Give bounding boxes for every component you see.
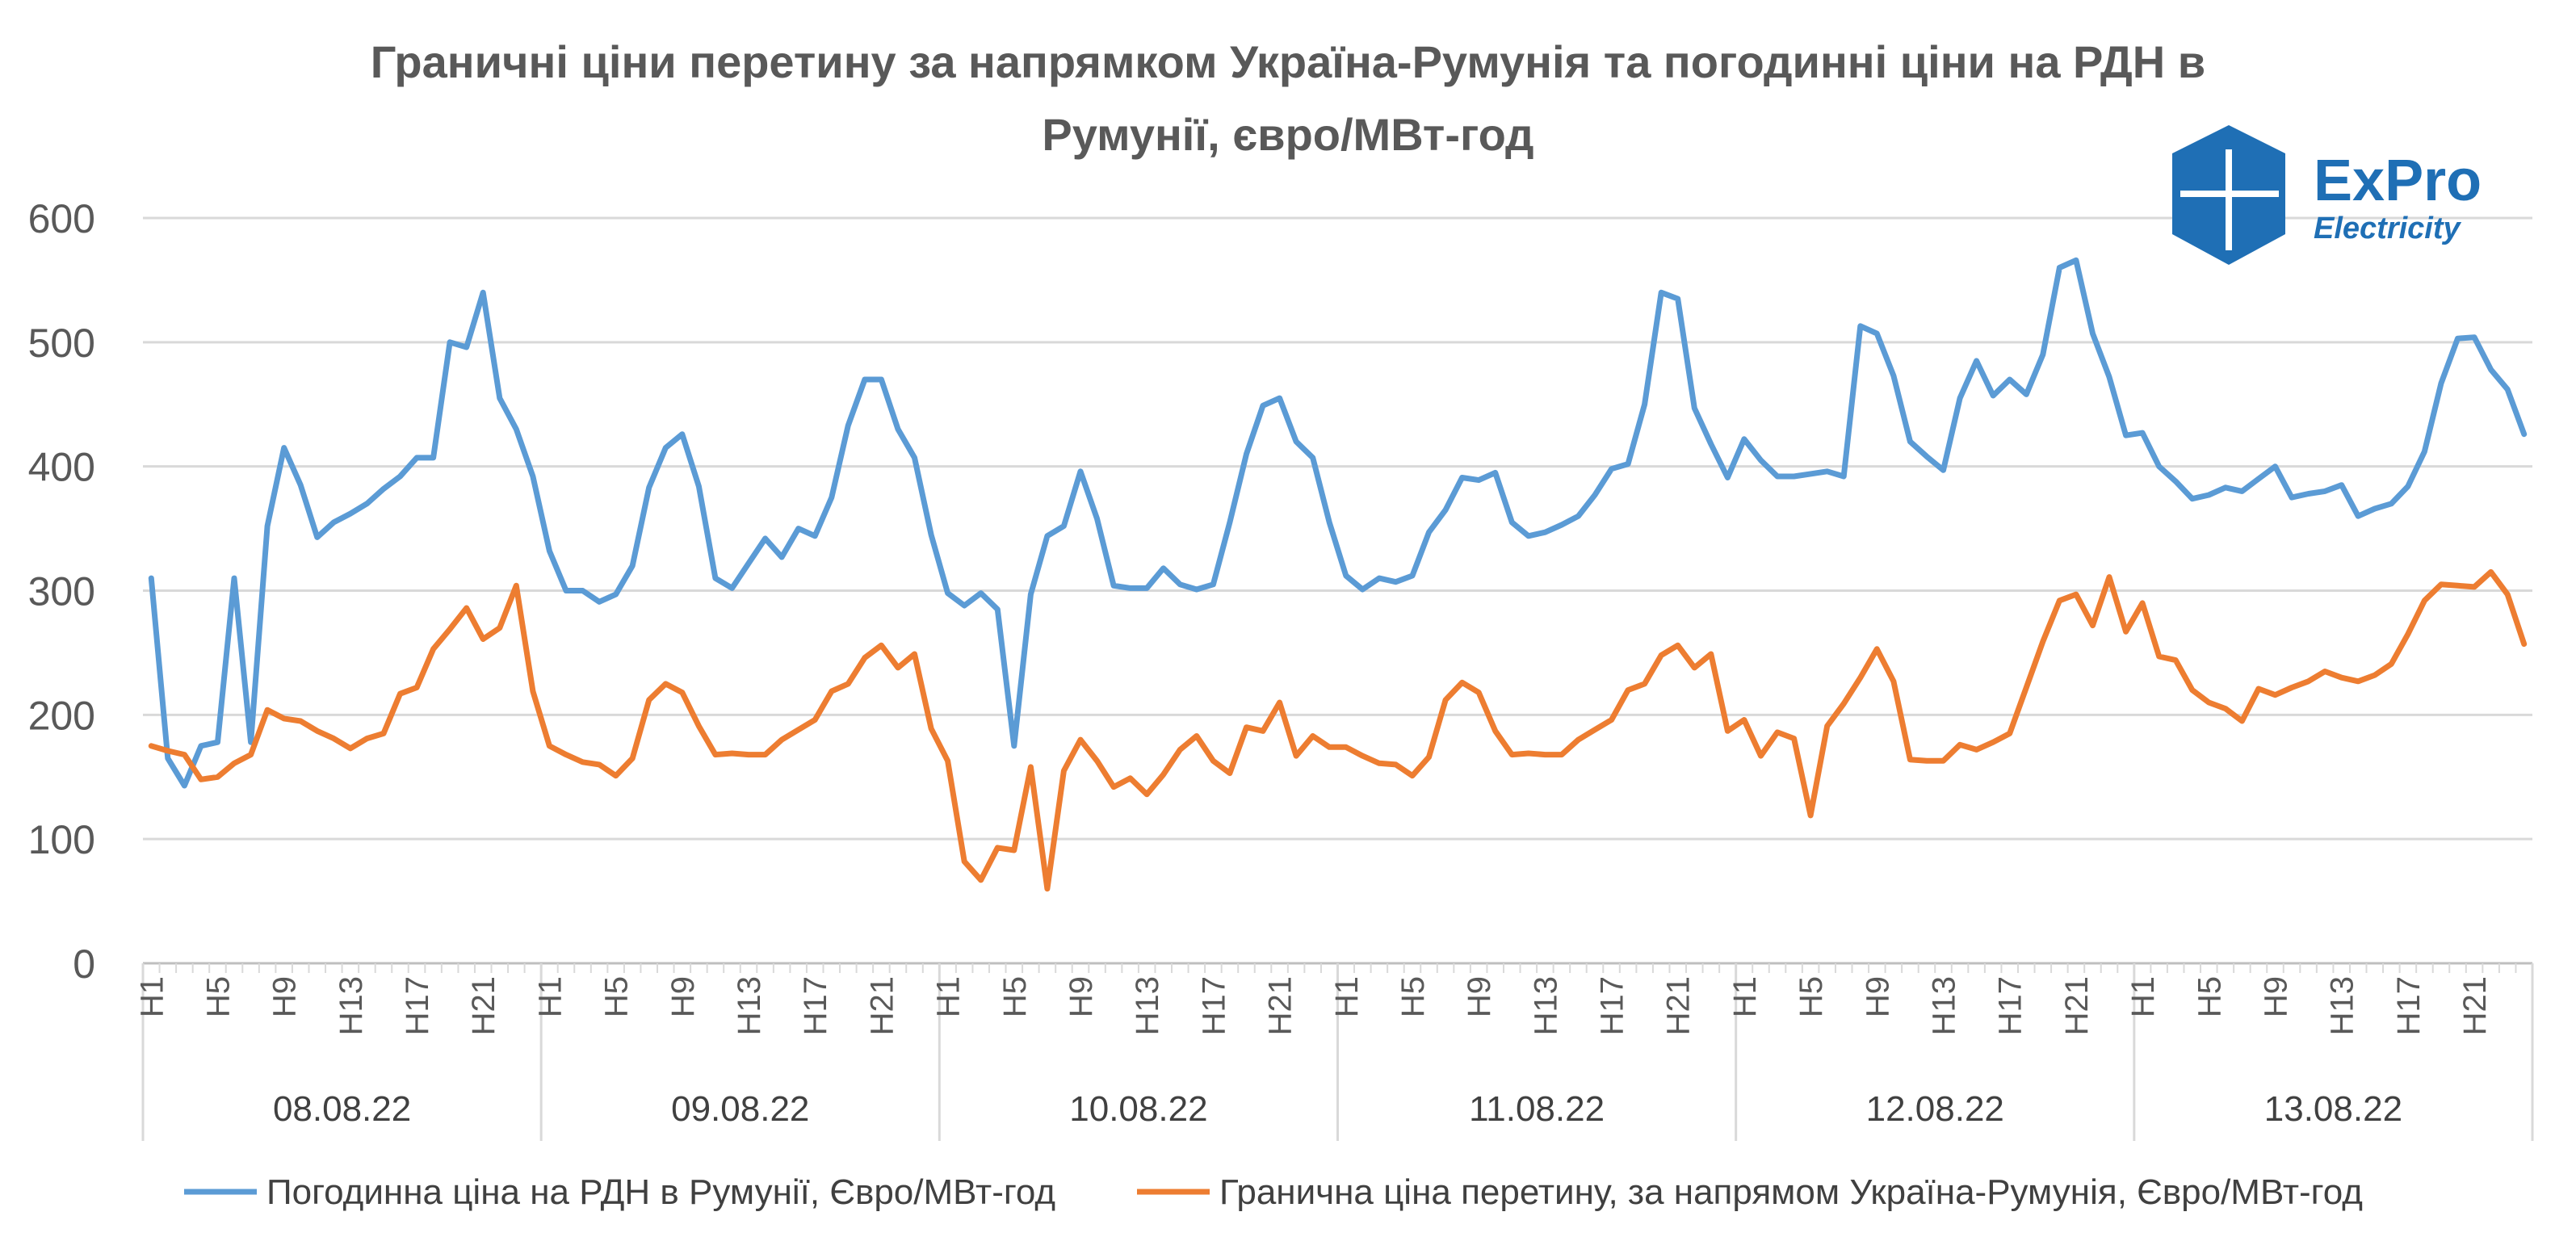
x-tick-label: H9 bbox=[665, 976, 701, 1017]
x-tick-label: H13 bbox=[1927, 976, 1962, 1035]
y-tick-label: 100 bbox=[28, 817, 95, 862]
x-tick-label: H21 bbox=[1263, 976, 1298, 1035]
x-tick-label: H5 bbox=[2192, 976, 2227, 1017]
day-label: 12.08.22 bbox=[1866, 1089, 2004, 1129]
x-tick-label: H9 bbox=[267, 976, 303, 1017]
x-tick-label: H17 bbox=[1595, 976, 1630, 1035]
x-tick-label: H13 bbox=[1130, 976, 1165, 1035]
x-tick-label: H21 bbox=[2059, 976, 2095, 1035]
y-tick-label: 200 bbox=[28, 693, 95, 738]
x-tick-label: H1 bbox=[2125, 976, 2161, 1017]
x-tick-label: H21 bbox=[864, 976, 900, 1035]
y-tick-label: 400 bbox=[28, 445, 95, 490]
legend-label-rdn: Погодинна ціна на РДН в Румунії, Євро/МВ… bbox=[266, 1172, 1055, 1212]
x-tick-label: H17 bbox=[798, 976, 833, 1035]
x-tick-label: H5 bbox=[1794, 976, 1829, 1017]
x-tick-label: H13 bbox=[2325, 976, 2360, 1035]
series-lines bbox=[148, 257, 2528, 892]
x-tick-label: H17 bbox=[2391, 976, 2427, 1035]
chart-title-line2: Румунії, євро/МВт-год bbox=[1042, 109, 1533, 160]
x-tick-label: H13 bbox=[732, 976, 767, 1035]
x-tick-label: H21 bbox=[466, 976, 501, 1035]
x-tick-label: H13 bbox=[334, 976, 369, 1035]
y-tick-label: 500 bbox=[28, 321, 95, 366]
x-tick-label: H17 bbox=[1196, 976, 1231, 1035]
logo-name: ExPro bbox=[2314, 149, 2482, 213]
expro-logo: ExPro Electricity bbox=[2172, 125, 2482, 265]
x-tick-label: H1 bbox=[931, 976, 967, 1017]
y-tick-label: 600 bbox=[28, 196, 95, 241]
x-tick-label: H13 bbox=[1528, 976, 1563, 1035]
x-tick-label: H9 bbox=[1064, 976, 1099, 1017]
x-tick-label: H5 bbox=[200, 976, 236, 1017]
series-line-rdn-price bbox=[148, 257, 2528, 789]
x-tick-label: H9 bbox=[1860, 976, 1895, 1017]
x-tick-label: H1 bbox=[1727, 976, 1763, 1017]
x-tick-label: H17 bbox=[400, 976, 435, 1035]
x-tick-label: H21 bbox=[2457, 976, 2493, 1035]
day-label: 11.08.22 bbox=[1469, 1089, 1605, 1129]
day-label: 08.08.22 bbox=[273, 1089, 411, 1129]
x-tick-label: H9 bbox=[1462, 976, 1497, 1017]
day-label: 10.08.22 bbox=[1069, 1089, 1207, 1129]
x-axis: H1 H5 H9 H13 H17 H21 08.08.22 H1 H5 H9 H13 H17 H21 09… bbox=[134, 963, 2534, 1141]
x-tick-label: H5 bbox=[1395, 976, 1431, 1017]
x-tick-label: H17 bbox=[1993, 976, 2028, 1035]
day-label: 09.08.22 bbox=[671, 1089, 809, 1129]
logo-subtitle: Electricity bbox=[2314, 212, 2462, 245]
y-tick-label: 0 bbox=[73, 941, 95, 987]
x-tick-label: H5 bbox=[997, 976, 1033, 1017]
x-tick-label: H1 bbox=[1329, 976, 1365, 1017]
x-tick-label: H1 bbox=[532, 976, 568, 1017]
gridlines bbox=[143, 216, 2532, 965]
series-line-border-price bbox=[148, 568, 2528, 892]
x-tick-label: H1 bbox=[134, 976, 170, 1017]
x-tick-label: H9 bbox=[2258, 976, 2293, 1017]
legend-label-border: Гранична ціна перетину, за напрямом Укра… bbox=[1219, 1172, 2363, 1212]
y-axis-ticks: 0 100 200 300 400 500 600 bbox=[28, 196, 95, 987]
x-tick-label: H21 bbox=[1661, 976, 1697, 1035]
chart-title-line1: Граничні ціни перетину за напрямком Укра… bbox=[371, 36, 2205, 87]
x-tick-label: H5 bbox=[599, 976, 635, 1017]
day-label: 13.08.22 bbox=[2264, 1089, 2402, 1129]
y-tick-label: 300 bbox=[28, 569, 95, 614]
legend: Погодинна ціна на РДН в Румунії, Євро/МВ… bbox=[184, 1172, 2363, 1212]
